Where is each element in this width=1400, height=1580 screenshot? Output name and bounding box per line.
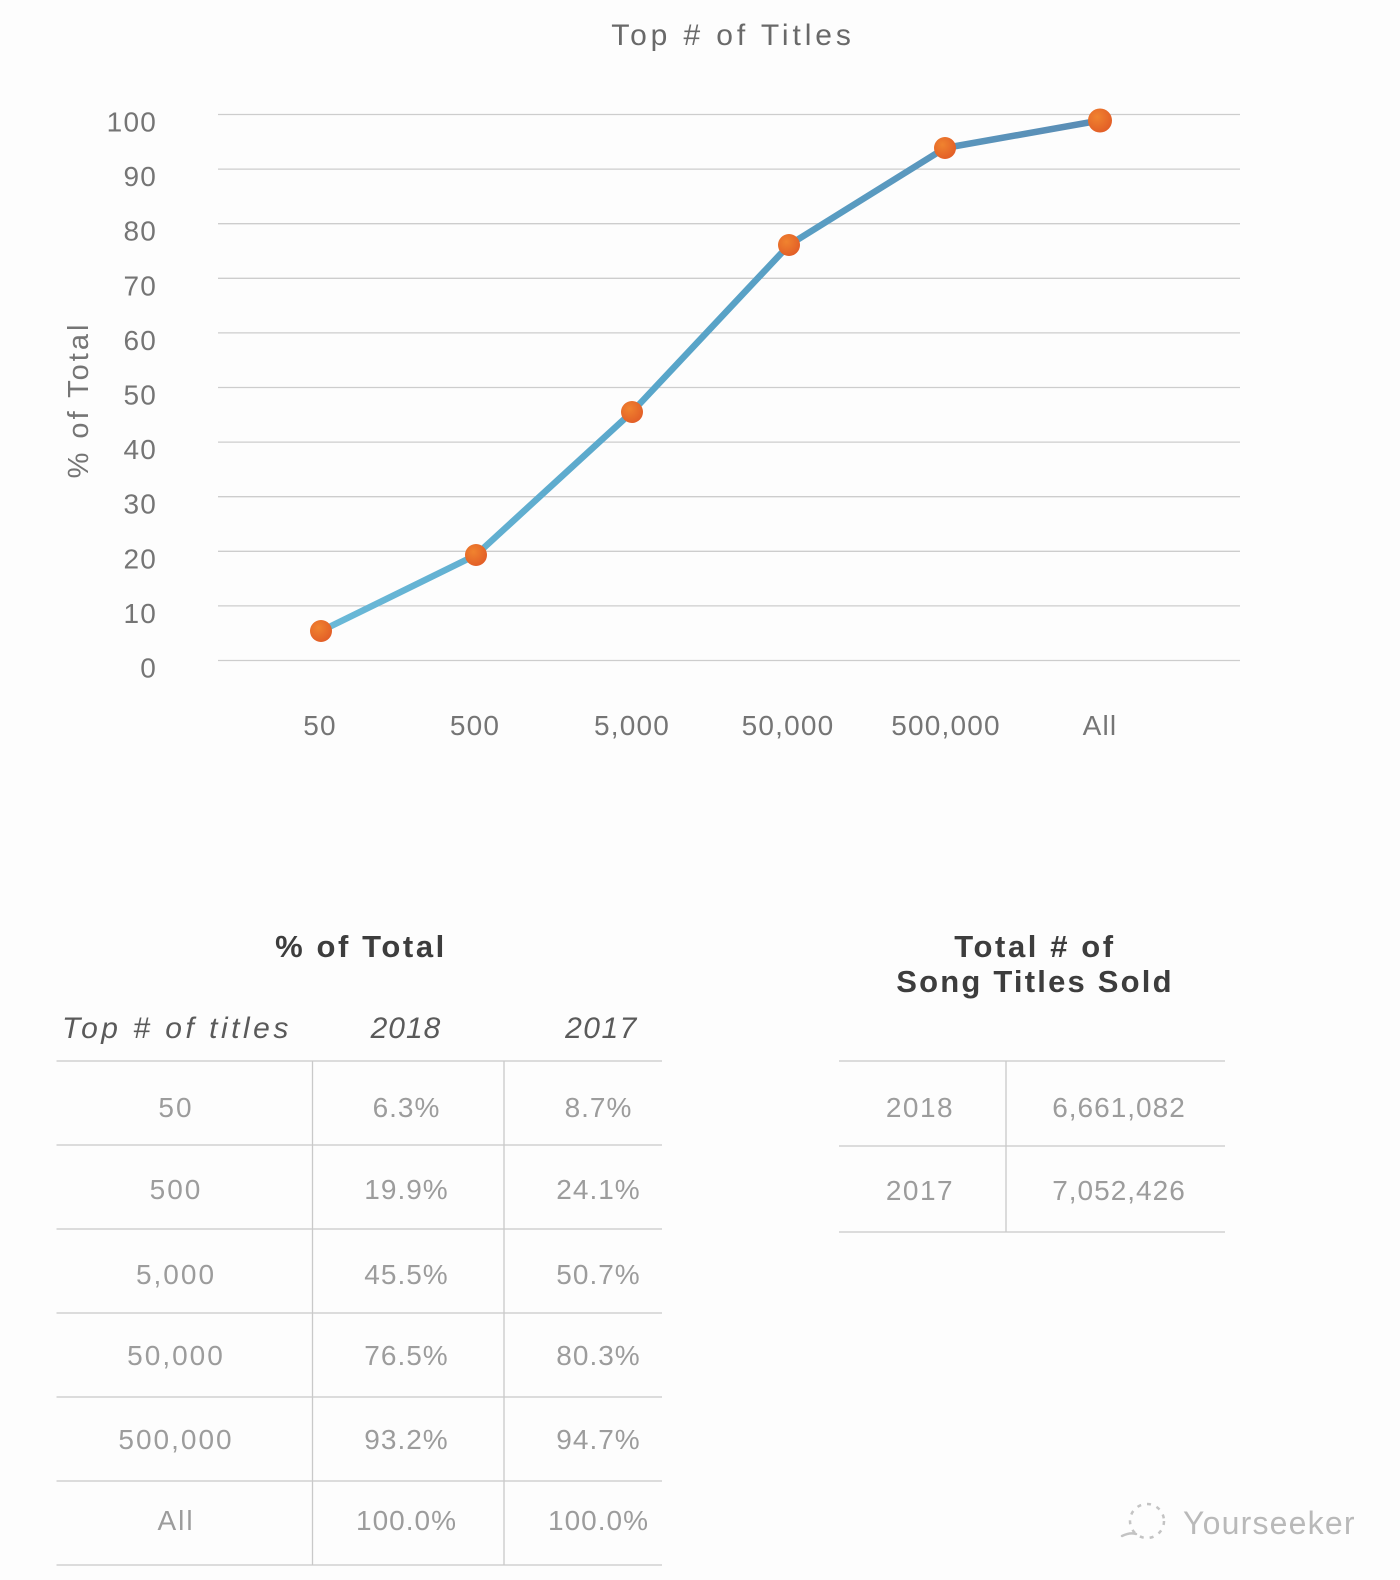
svg-text:5,000: 5,000 (136, 1259, 216, 1290)
svg-text:500: 500 (150, 1174, 203, 1205)
svg-text:Song Titles Sold: Song Titles Sold (896, 964, 1173, 999)
svg-text:8.7%: 8.7% (565, 1092, 633, 1123)
svg-text:500,000: 500,000 (118, 1424, 233, 1455)
svg-text:90: 90 (123, 161, 157, 192)
svg-text:24.1%: 24.1% (556, 1174, 640, 1205)
svg-text:All: All (1083, 710, 1118, 741)
svg-text:100.0%: 100.0% (356, 1505, 457, 1536)
svg-text:60: 60 (123, 325, 157, 356)
svg-text:Top # of titles: Top # of titles (62, 1012, 292, 1045)
svg-text:100: 100 (107, 107, 157, 138)
svg-text:76.5%: 76.5% (364, 1340, 448, 1371)
svg-text:6.3%: 6.3% (373, 1092, 441, 1123)
svg-text:20: 20 (123, 543, 157, 574)
svg-text:50: 50 (123, 380, 157, 411)
svg-text:2018: 2018 (370, 1012, 442, 1045)
svg-text:30: 30 (123, 489, 157, 520)
svg-text:Yourseeker: Yourseeker (1183, 1505, 1356, 1541)
svg-text:80: 80 (123, 216, 157, 247)
svg-text:2017: 2017 (564, 1012, 638, 1045)
svg-text:500,000: 500,000 (891, 710, 1001, 741)
svg-text:94.7%: 94.7% (556, 1424, 640, 1455)
svg-text:5,000: 5,000 (594, 710, 670, 741)
svg-text:50.7%: 50.7% (556, 1259, 640, 1290)
svg-text:% of Total: % of Total (275, 929, 447, 964)
svg-text:2018: 2018 (886, 1092, 954, 1123)
svg-text:% of Total: % of Total (63, 322, 95, 479)
svg-text:50: 50 (158, 1092, 193, 1123)
svg-text:50: 50 (303, 710, 337, 741)
svg-text:0: 0 (140, 653, 157, 684)
svg-text:45.5%: 45.5% (364, 1259, 448, 1290)
svg-text:Total # of: Total # of (954, 929, 1115, 964)
svg-text:50,000: 50,000 (742, 710, 835, 741)
svg-text:50,000: 50,000 (127, 1340, 225, 1371)
svg-text:All: All (157, 1505, 194, 1536)
svg-text:19.9%: 19.9% (364, 1174, 448, 1205)
svg-text:40: 40 (123, 434, 157, 465)
svg-text:7,052,426: 7,052,426 (1052, 1175, 1186, 1206)
svg-text:93.2%: 93.2% (364, 1424, 448, 1455)
svg-text:Top # of Titles: Top # of Titles (611, 19, 855, 52)
svg-text:80.3%: 80.3% (556, 1340, 640, 1371)
svg-text:70: 70 (123, 270, 157, 301)
svg-text:500: 500 (450, 710, 500, 741)
svg-text:100.0%: 100.0% (548, 1505, 649, 1536)
svg-text:10: 10 (123, 598, 157, 629)
svg-text:2017: 2017 (886, 1175, 954, 1206)
svg-text:6,661,082: 6,661,082 (1052, 1092, 1186, 1123)
